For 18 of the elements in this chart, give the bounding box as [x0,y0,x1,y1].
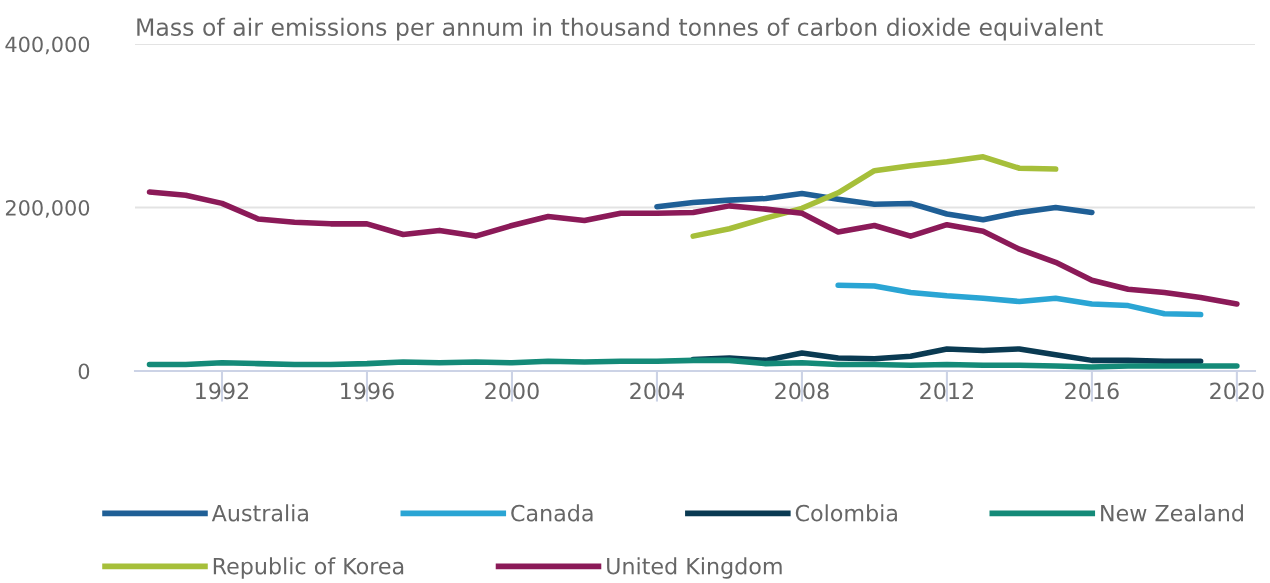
legend-label: Canada [511,504,593,522]
legend-label: Colombia [795,504,897,522]
y-tick-label: 200,000 [5,199,90,218]
x-tick-label: 2016 [1065,382,1119,400]
x-tick-label: 2008 [775,382,829,400]
y-tick-label: 400,000 [5,36,90,55]
legend-label: Republic of Korea [213,557,404,579]
legend-label: New Zealand [1101,504,1243,522]
x-tick-label: 1992 [196,382,249,400]
x-tick-label: 1996 [341,382,394,400]
chart-title: Mass of air emissions per annum in thousand tonnes of carbon dioxide equivalent [137,17,1103,41]
y-tick-label: 0 [78,363,90,380]
x-tick-label: 2004 [630,382,684,400]
legend-label: Australia [211,504,308,522]
x-tick-label: 2012 [920,382,973,400]
legend-label: United Kingdom [607,557,782,579]
x-tick-label: 2020 [1210,382,1264,400]
x-tick-label: 2000 [485,382,539,400]
